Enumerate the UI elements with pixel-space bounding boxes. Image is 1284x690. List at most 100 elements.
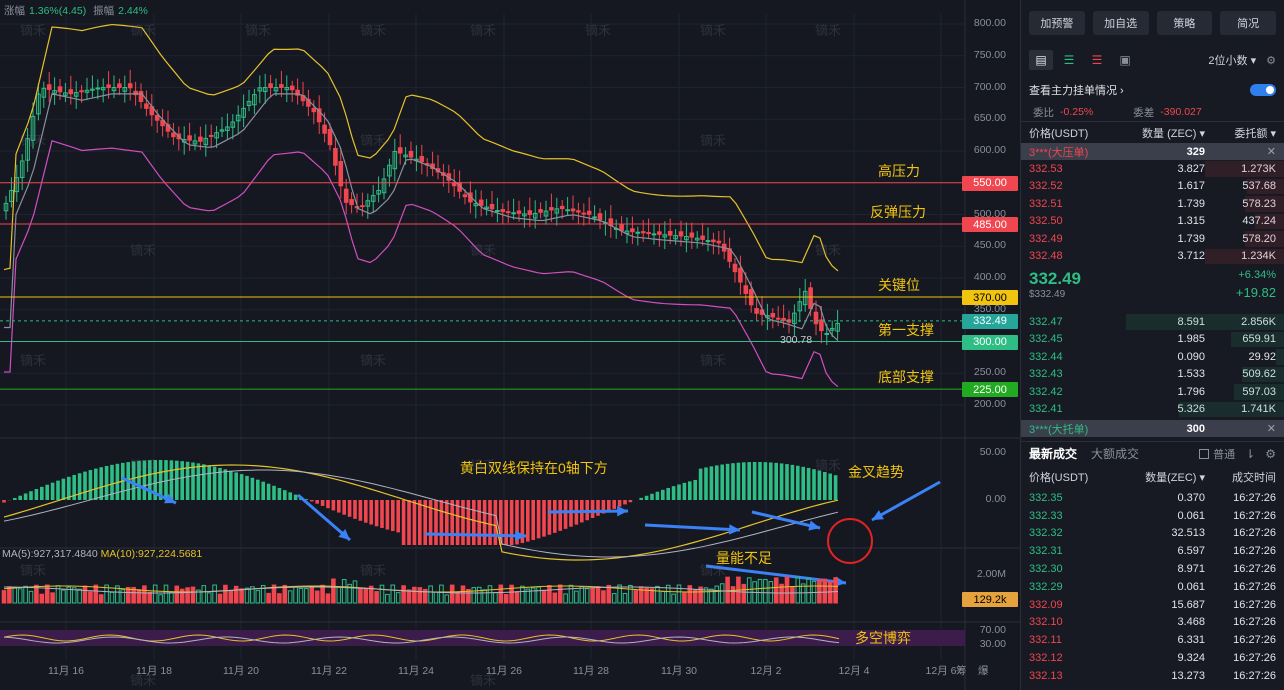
watermark: 镝禾 (130, 458, 157, 473)
volume-bar (7, 586, 12, 604)
bid-row[interactable]: 332.44 0.090 29.92 (1021, 348, 1284, 366)
trade-row: 332.31 6.597 16:27:26 (1021, 542, 1284, 560)
candle-body (241, 107, 246, 118)
add-watchlist-button[interactable]: 加自选 (1092, 11, 1149, 35)
close-icon[interactable]: ✕ (1266, 146, 1276, 158)
candle-body (365, 200, 371, 207)
footer-tool[interactable]: 筹 (956, 665, 967, 677)
candle-body (397, 147, 403, 154)
bid-row[interactable]: 332.45 1.985 659.91 (1021, 331, 1284, 349)
macd-bar (391, 500, 395, 532)
macd-bar (234, 472, 238, 500)
filter-icon[interactable]: ⇂ (1245, 446, 1256, 461)
settings-icon[interactable]: ⚙ (1265, 446, 1276, 461)
macd-bar (50, 482, 55, 500)
volume-bar (401, 585, 406, 604)
qty-header[interactable]: 数量 (ZEC) ▾ (1142, 127, 1205, 140)
candle-body (327, 129, 333, 146)
volume-bar (314, 590, 320, 604)
candle-body (79, 90, 84, 93)
watermark: 镝禾 (700, 23, 727, 38)
ask-row[interactable]: 332.49 1.739 578.20 (1021, 230, 1284, 248)
bid-row[interactable]: 332.47 8.591 2.856K (1021, 313, 1284, 331)
ask-row[interactable]: 332.53 3.827 1.273K (1021, 160, 1284, 178)
book-both-icon[interactable]: ▤ (1029, 50, 1053, 70)
volume-bar (579, 585, 585, 604)
ask-row[interactable]: 332.48 3.712 1.234K (1021, 248, 1284, 266)
trade-price: 332.31 (1029, 545, 1063, 558)
volume-bar (703, 587, 709, 604)
amount-header[interactable]: 委托额 ▾ (1234, 127, 1276, 140)
trade-time: 16:27:26 (1233, 563, 1276, 576)
summary-button[interactable]: 简况 (1220, 11, 1276, 35)
amount: 659.91 (1242, 333, 1276, 346)
trade-price: 332.13 (1029, 669, 1063, 682)
trade-row: 332.11 6.331 16:27:26 (1021, 631, 1284, 649)
big-bid-bar[interactable]: 3***(大托单) 300 ✕ (1021, 420, 1284, 437)
book-depth-icon[interactable]: ▣ (1119, 53, 1131, 67)
volume-bar (709, 588, 714, 604)
candle-body (813, 311, 819, 325)
macd-bar (56, 480, 60, 500)
y-tick-label: 700.00 (973, 80, 1006, 93)
normal-checkbox[interactable]: 普通 (1199, 446, 1235, 462)
close-icon[interactable]: ✕ (1266, 423, 1276, 435)
ask-row[interactable]: 332.50 1.315 437.24 (1021, 213, 1284, 231)
main-force-toggle[interactable] (1250, 84, 1276, 96)
price: 332.49 (1029, 232, 1063, 245)
macd-bar (472, 500, 476, 545)
qty: 1.985 (1177, 333, 1205, 346)
price: 332.50 (1029, 215, 1063, 228)
chart-canvas[interactable] (0, 0, 1020, 690)
book-bids-icon[interactable]: ☰ (1063, 53, 1075, 67)
candle-body (478, 199, 484, 206)
macd-bar (423, 500, 427, 545)
candle-body (630, 228, 635, 233)
vol-ma5-label: MA(5):927,317.4840 (2, 548, 98, 560)
decimal-select[interactable]: 2位小数 ▾ (1208, 55, 1257, 67)
bid-row[interactable]: 332.43 1.533 509.62 (1021, 366, 1284, 384)
x-tick-label: 11月 18 (136, 665, 172, 677)
kline-chart-area[interactable]: 涨幅 1.36%(4.45) 振幅 2.44% 800.00 750.00 700.00… (0, 0, 1020, 690)
candle-body (592, 216, 597, 219)
trade-qty-header[interactable]: 数量(ZEC) ▾ (1145, 472, 1205, 484)
book-view-toolbar: ▤ ☰ ☰ ▣ 2位小数 ▾ ⚙ (1021, 45, 1284, 75)
candle-body (171, 132, 176, 138)
candle-body (57, 86, 63, 93)
candle-body (252, 94, 257, 106)
volume-bar (201, 585, 207, 604)
main-force-link[interactable]: 查看主力挂单情况 › (1029, 85, 1124, 97)
volume-bar (660, 590, 666, 604)
macd-bar (261, 481, 265, 500)
level-annotation: 反弹压力 (870, 204, 926, 221)
candle-body (829, 327, 835, 331)
volume-bar (17, 588, 23, 604)
volume-bar (692, 589, 698, 604)
candle-body (543, 210, 549, 217)
book-asks-icon[interactable]: ☰ (1091, 53, 1103, 67)
strategy-button[interactable]: 策略 (1156, 11, 1213, 35)
tab-latest-trades[interactable]: 最新成交 (1029, 447, 1078, 461)
arrow-head (808, 520, 820, 531)
bid-row[interactable]: 332.42 1.796 597.03 (1021, 383, 1284, 401)
settings-icon[interactable]: ⚙ (1266, 54, 1276, 67)
tab-large-trades[interactable]: 大额成交 (1091, 447, 1140, 461)
footer-tool[interactable]: 爆 (978, 665, 989, 677)
candle-body (538, 209, 543, 213)
add-alert-button[interactable]: 加预警 (1029, 11, 1085, 35)
big-ask-bar[interactable]: 3***(大压单) 329 ✕ (1021, 143, 1284, 160)
volume-bar (71, 587, 77, 604)
watermark: 镝禾 (360, 563, 387, 578)
macd-bar (488, 500, 492, 545)
ask-row[interactable]: 332.51 1.739 578.23 (1021, 195, 1284, 213)
book-ratio: 委比 -0.25% 委差 -390.027 (1033, 106, 1202, 119)
ask-row[interactable]: 332.52 1.617 537.68 (1021, 178, 1284, 196)
volume-bar (503, 594, 509, 604)
candle-body (743, 285, 749, 294)
volume-bar (768, 581, 774, 604)
macd-bar (628, 500, 633, 503)
bid-row[interactable]: 332.41 5.326 1.741K (1021, 401, 1284, 419)
trade-price: 332.29 (1029, 580, 1063, 593)
trade-time: 16:27:26 (1233, 509, 1276, 522)
last-price-usd: $332.49 (1029, 289, 1066, 300)
